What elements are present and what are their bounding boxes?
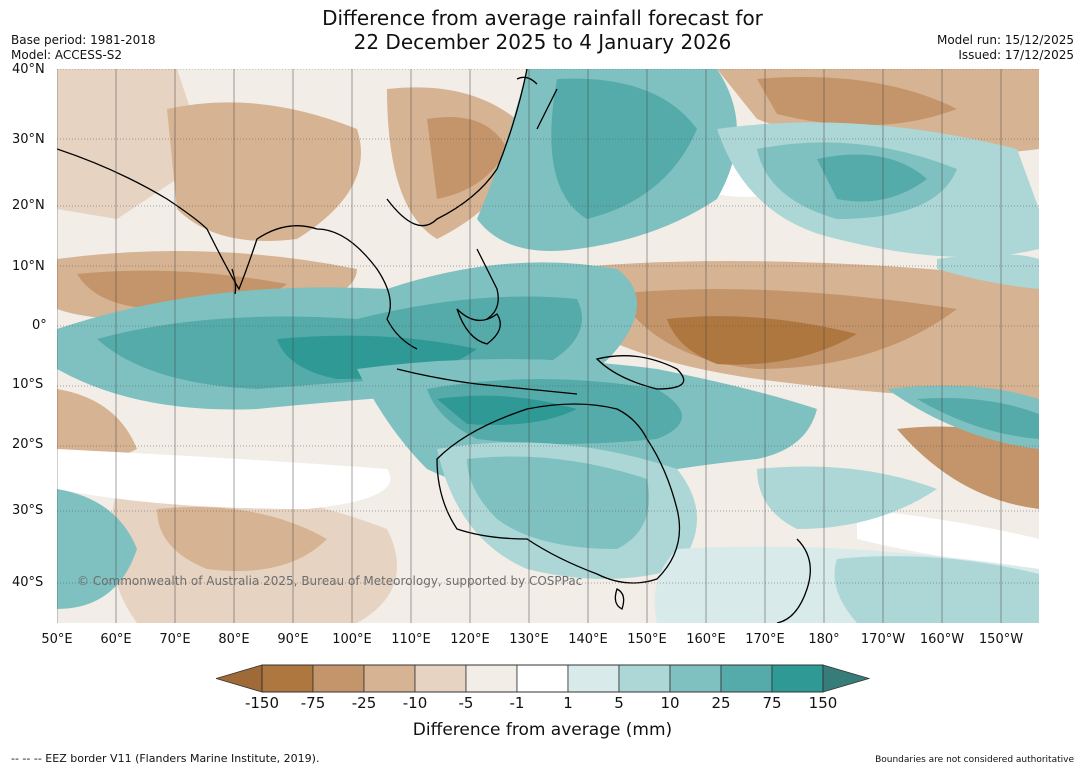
legend-tick: -10 [402, 694, 428, 712]
lat-label-40s: 40°S [12, 575, 44, 590]
lat-label-20n: 20°N [12, 198, 45, 213]
legend-colorbar [216, 664, 870, 693]
legend-tick: 75 [762, 694, 782, 712]
lon-label-70e: 70°E [159, 632, 191, 647]
colorbar-swatch-7 [567, 664, 620, 693]
lat-label-40n: 40°N [12, 62, 45, 77]
lon-label-110e: 110°E [391, 632, 431, 647]
colorbar-swatch-1 [261, 664, 314, 693]
legend-tick: 10 [660, 694, 680, 712]
model-name: Model: ACCESS-S2 [11, 48, 123, 62]
lon-label-170w: 170°W [860, 632, 906, 647]
lat-label-30n: 30°N [12, 132, 45, 147]
meta-right: Model run: 15/12/2025 Issued: 17/12/2025 [937, 33, 1074, 63]
title-line-1: Difference from average rainfall forecas… [322, 6, 763, 30]
meta-left: Base period: 1981-2018 Model: ACCESS-S2 [11, 33, 156, 63]
colorbar-swatch-10 [720, 664, 773, 693]
lat-label-20s: 20°S [12, 437, 44, 452]
legend-tick: 1 [563, 694, 573, 712]
legend-tick-labels: -150 -75 -25 -10 -5 -1 1 5 10 25 75 150 [0, 694, 1085, 714]
colorbar-swatch-2 [312, 664, 365, 693]
legend-tick: 25 [711, 694, 731, 712]
lon-label-130e: 130°E [509, 632, 549, 647]
lon-label-150e: 150°E [627, 632, 667, 647]
legend-title: Difference from average (mm) [412, 720, 673, 740]
lon-label-180: 180° [808, 632, 840, 647]
lon-label-100e: 100°E [332, 632, 372, 647]
map-svg [57, 69, 1039, 623]
colorbar-swatch-11 [771, 664, 824, 693]
colorbar-max-arrow [822, 664, 870, 693]
colorbar-swatch-8 [618, 664, 671, 693]
colorbar-swatch-6 [516, 664, 569, 693]
colorbar-outline [261, 664, 824, 693]
lat-label-10n: 10°N [12, 259, 45, 274]
lat-label-10s: 10°S [12, 377, 44, 392]
legend-tick: 150 [808, 694, 838, 712]
colorbar-min-arrow [216, 664, 263, 693]
legend-tick: -1 [509, 694, 525, 712]
rainfall-map [57, 69, 1039, 623]
eez-border-note: -- -- -- EEZ border V11 (Flanders Marine… [11, 752, 320, 765]
lon-label-140e: 140°E [568, 632, 608, 647]
colorbar-swatch-5 [465, 664, 518, 693]
boundaries-disclaimer: Boundaries are not considered authoritat… [875, 755, 1074, 765]
issued-date: Issued: 17/12/2025 [958, 48, 1074, 62]
lon-label-90e: 90°E [277, 632, 309, 647]
lat-label-equator: 0° [32, 318, 47, 333]
colorbar-swatch-3 [363, 664, 416, 693]
meridians [57, 69, 1002, 623]
title-line-2: 22 December 2025 to 4 January 2026 [353, 30, 732, 54]
legend-tick: -150 [244, 694, 280, 712]
legend-tick: 5 [614, 694, 624, 712]
lon-label-50e: 50°E [41, 632, 73, 647]
model-run: Model run: 15/12/2025 [936, 33, 1074, 47]
colorbar-swatch-4 [414, 664, 467, 693]
lon-label-60e: 60°E [100, 632, 132, 647]
lon-label-150w: 150°W [978, 632, 1024, 647]
base-period: Base period: 1981-2018 [11, 33, 156, 47]
lon-label-160e: 160°E [686, 632, 726, 647]
lon-label-120e: 120°E [450, 632, 490, 647]
map-title: Difference from average rainfall forecas… [0, 6, 1085, 54]
wet-anomaly-regions [57, 69, 1039, 623]
lon-label-160w: 160°W [919, 632, 965, 647]
dry-anomaly-regions [57, 69, 1039, 623]
coastlines [57, 69, 811, 623]
legend-tick: -5 [458, 694, 474, 712]
colorbar-swatch-9 [669, 664, 722, 693]
lon-label-80e: 80°E [218, 632, 250, 647]
lat-label-30s: 30°S [12, 503, 44, 518]
copyright-notice: © Commonwealth of Australia 2025, Bureau… [77, 574, 583, 588]
legend-tick: -75 [300, 694, 326, 712]
lon-label-170e: 170°E [745, 632, 785, 647]
legend-tick: -25 [351, 694, 377, 712]
